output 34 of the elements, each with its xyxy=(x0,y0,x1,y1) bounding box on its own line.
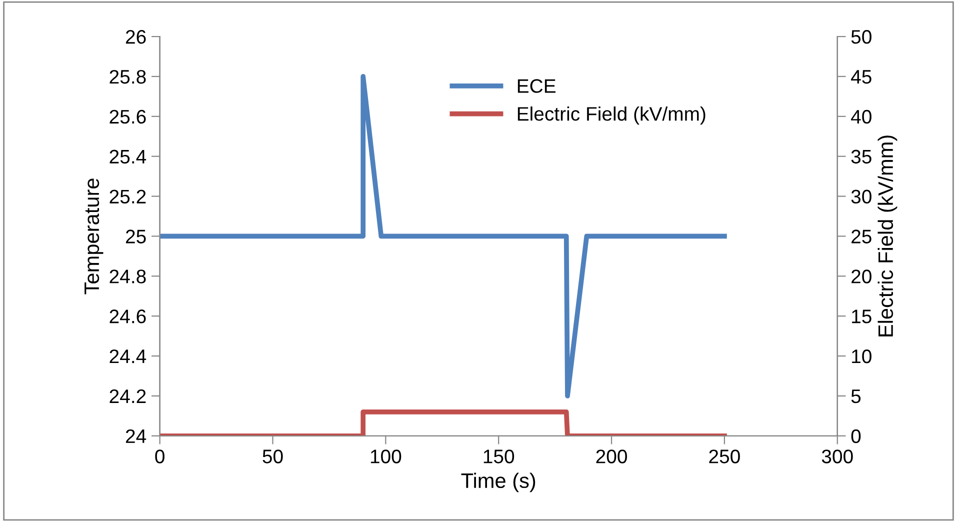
x-tick-label: 250 xyxy=(709,450,740,464)
y2-tick-label: 20 xyxy=(852,270,872,284)
legend-label: ECE xyxy=(518,79,556,93)
y-tick-label: 25.4 xyxy=(110,150,146,164)
y2-tick-label: 25 xyxy=(852,230,872,244)
y-axis-title: Temperature xyxy=(84,178,104,294)
x-tick-label: 0 xyxy=(155,450,164,464)
legend-label: Electric Field (kV/mm) xyxy=(518,106,706,125)
y-tick-label: 24.6 xyxy=(110,310,146,324)
y2-tick-label: 0 xyxy=(851,429,861,444)
y-tick-label: 25.6 xyxy=(110,110,146,124)
y-tick-label: 24.8 xyxy=(110,270,146,284)
y-tick-label: 25.2 xyxy=(110,190,146,204)
y-tick-label: 25 xyxy=(126,230,146,244)
y2-tick-label: 40 xyxy=(851,110,872,124)
y2-tick-label: 10 xyxy=(852,349,872,364)
y2-tick-label: 35 xyxy=(851,150,872,164)
y2-tick-label: 50 xyxy=(851,30,872,44)
x-tick-label: 200 xyxy=(596,450,627,464)
x-tick-label: 50 xyxy=(262,450,283,464)
x-tick-label: 150 xyxy=(484,450,514,464)
y2-axis-title: Electric Field (kV/mm) xyxy=(878,136,898,336)
y2-tick-label: 15 xyxy=(852,310,872,324)
x-tick-label: 100 xyxy=(370,450,402,464)
y-tick-label: 24.2 xyxy=(110,389,146,403)
y-tick-label: 24 xyxy=(126,429,146,443)
y2-tick-label: 30 xyxy=(851,190,872,204)
y-tick-label: 26 xyxy=(126,30,146,44)
y2-tick-label: 45 xyxy=(851,70,872,84)
y2-tick-label: 5 xyxy=(851,390,861,404)
y-tick-label: 25.8 xyxy=(110,70,146,84)
x-axis-title: Time (s) xyxy=(461,472,536,492)
x-tick-label: 300 xyxy=(822,450,853,464)
y-tick-label: 24.4 xyxy=(110,349,146,364)
